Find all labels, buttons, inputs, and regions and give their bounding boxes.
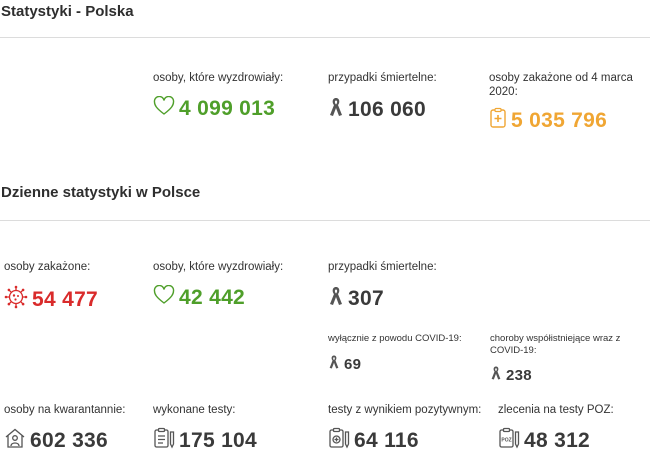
stat-daily-recovered: osoby, które wyzdrowiały: 42 442 [153, 260, 283, 310]
stat-tests: wykonane testy: 175 104 [153, 403, 257, 454]
poz-icon-text: POZ [501, 438, 511, 444]
stat-daily-deaths: przypadki śmiertelne: 307 [328, 260, 437, 312]
ribbon-icon [328, 285, 344, 312]
stat-value: 106 060 [348, 97, 427, 121]
stat-label: przypadki śmiertelne: [328, 261, 437, 273]
clipboard-list-icon [153, 427, 175, 454]
stat-value: 5 035 796 [511, 108, 608, 132]
house-person-icon [4, 427, 26, 454]
stat-label: zlecenia na testy POZ: [498, 404, 614, 416]
stat-value: 54 477 [32, 287, 99, 311]
stat-value: 64 116 [354, 428, 419, 452]
stat-label: wyłącznie z powodu COVID-19: [328, 333, 462, 344]
section-title-daily: Dzienne statystyki w Polsce [1, 184, 201, 201]
stat-total-deaths: przypadki śmiertelne: 106 060 [328, 71, 437, 123]
stat-value: 42 442 [179, 285, 246, 309]
stat-value: 175 104 [179, 428, 258, 452]
stat-quarantine: osoby na kwarantannie: 602 336 [4, 403, 125, 454]
test-positive-icon [328, 427, 350, 454]
stat-label: osoby, które wyzdrowiały: [153, 72, 284, 84]
virus-icon [4, 285, 28, 314]
stat-total-infected: osoby zakażone od 4 marca 2020: 5 035 79… [489, 71, 644, 134]
stat-total-recovered: osoby, które wyzdrowiały: 4 099 013 [153, 71, 283, 121]
ribbon-icon [328, 354, 340, 375]
stat-label: osoby, które wyzdrowiały: [153, 261, 284, 273]
stat-value: 69 [344, 356, 362, 373]
stat-value: 238 [506, 367, 532, 384]
stat-daily-infected: osoby zakażone: 54 477 [4, 260, 98, 314]
heart-icon [153, 284, 175, 310]
ribbon-icon [490, 365, 502, 386]
stat-label: osoby zakażone od 4 marca 2020: [489, 72, 633, 98]
heart-icon [153, 95, 175, 121]
ribbon-icon [328, 96, 344, 123]
divider [0, 220, 650, 221]
divider [0, 37, 650, 38]
stat-label: wykonane testy: [153, 404, 236, 416]
stat-poz-orders: zlecenia na testy POZ: POZ 48 312 [498, 403, 614, 454]
stat-value: 48 312 [524, 428, 591, 452]
stat-label: osoby na kwarantannie: [4, 404, 126, 416]
stat-deaths-covid-only: wyłącznie z powodu COVID-19: 69 [328, 333, 462, 375]
stat-positive-tests: testy z wynikiem pozytywnym: 64 116 [328, 403, 481, 454]
stat-label: choroby współistniejące wraz z COVID-19: [490, 333, 621, 356]
stat-label: przypadki śmiertelne: [328, 72, 437, 84]
stat-label: testy z wynikiem pozytywnym: [328, 404, 482, 416]
stat-deaths-comorbid: choroby współistniejące wraz z COVID-19:… [490, 333, 646, 386]
section-title-poland: Statystyki - Polska [1, 3, 134, 20]
stat-value: 602 336 [30, 428, 109, 452]
stat-value: 4 099 013 [179, 96, 276, 120]
stat-value: 307 [348, 286, 384, 310]
stat-label: osoby zakażone: [4, 261, 91, 273]
poz-order-icon: POZ [498, 427, 520, 454]
clipboard-cross-icon [489, 107, 507, 134]
